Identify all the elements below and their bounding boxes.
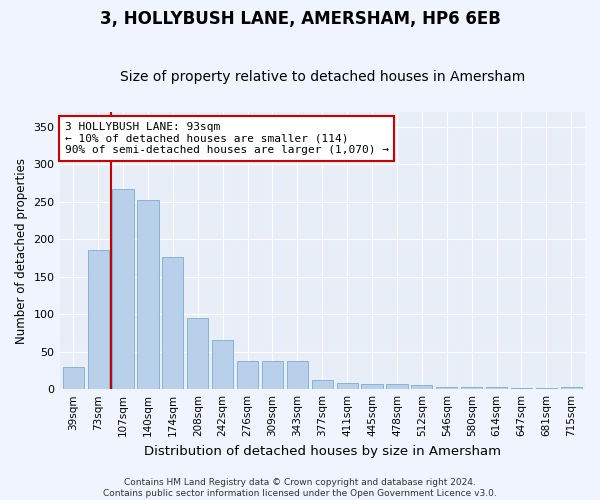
Bar [461, 387, 482, 389]
Bar [287, 360, 308, 389]
Bar [212, 340, 233, 389]
Bar [337, 383, 358, 389]
Bar [237, 360, 258, 389]
Bar [386, 384, 407, 389]
Bar [137, 200, 158, 389]
Text: 3 HOLLYBUSH LANE: 93sqm
← 10% of detached houses are smaller (114)
90% of semi-d: 3 HOLLYBUSH LANE: 93sqm ← 10% of detache… [65, 122, 389, 155]
Bar [187, 318, 208, 389]
Bar [486, 387, 507, 389]
Text: Contains HM Land Registry data © Crown copyright and database right 2024.
Contai: Contains HM Land Registry data © Crown c… [103, 478, 497, 498]
Bar [262, 360, 283, 389]
Text: 3, HOLLYBUSH LANE, AMERSHAM, HP6 6EB: 3, HOLLYBUSH LANE, AMERSHAM, HP6 6EB [100, 10, 500, 28]
Bar [411, 386, 433, 389]
Bar [536, 388, 557, 389]
Title: Size of property relative to detached houses in Amersham: Size of property relative to detached ho… [119, 70, 525, 85]
X-axis label: Distribution of detached houses by size in Amersham: Distribution of detached houses by size … [144, 444, 501, 458]
Bar [511, 388, 532, 389]
Bar [62, 366, 84, 389]
Bar [112, 189, 134, 389]
Bar [162, 256, 184, 389]
Bar [361, 384, 383, 389]
Bar [88, 250, 109, 389]
Bar [436, 387, 457, 389]
Bar [561, 387, 582, 389]
Bar [311, 380, 333, 389]
Y-axis label: Number of detached properties: Number of detached properties [15, 158, 28, 344]
